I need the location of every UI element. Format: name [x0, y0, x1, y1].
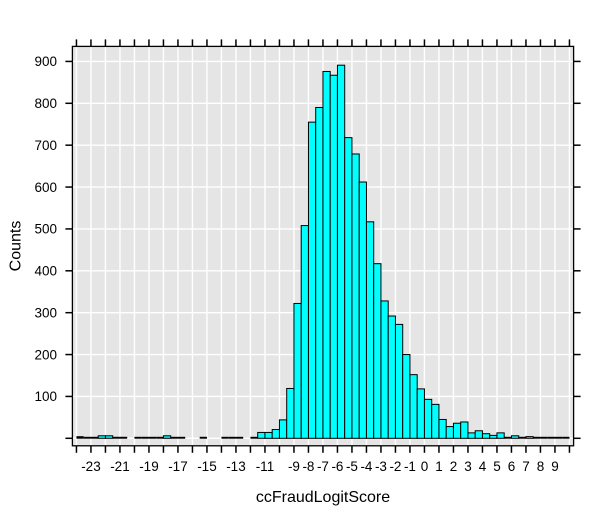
- svg-text:800: 800: [34, 96, 57, 111]
- svg-text:200: 200: [34, 347, 57, 362]
- svg-text:-4: -4: [360, 459, 372, 474]
- svg-text:6: 6: [508, 459, 516, 474]
- svg-text:-2: -2: [389, 459, 401, 474]
- svg-text:-7: -7: [317, 459, 329, 474]
- svg-text:700: 700: [34, 138, 57, 153]
- svg-text:900: 900: [34, 54, 57, 69]
- svg-text:-3: -3: [375, 459, 387, 474]
- svg-text:300: 300: [34, 305, 57, 320]
- svg-text:8: 8: [537, 459, 545, 474]
- svg-text:-13: -13: [226, 459, 246, 474]
- svg-text:2: 2: [450, 459, 458, 474]
- svg-text:4: 4: [479, 459, 487, 474]
- svg-text:3: 3: [464, 459, 472, 474]
- svg-text:7: 7: [522, 459, 530, 474]
- svg-text:1: 1: [435, 459, 443, 474]
- svg-text:100: 100: [34, 389, 57, 404]
- svg-text:-15: -15: [197, 459, 217, 474]
- svg-text:-1: -1: [404, 459, 416, 474]
- svg-text:400: 400: [34, 264, 57, 279]
- svg-text:-21: -21: [110, 459, 130, 474]
- svg-text:-17: -17: [168, 459, 188, 474]
- svg-text:-6: -6: [331, 459, 343, 474]
- svg-text:0: 0: [421, 459, 429, 474]
- svg-text:Counts: Counts: [8, 221, 25, 272]
- svg-text:-23: -23: [81, 459, 101, 474]
- svg-text:-5: -5: [346, 459, 358, 474]
- svg-text:-8: -8: [302, 459, 314, 474]
- svg-text:ccFraudLogitScore: ccFraudLogitScore: [256, 489, 390, 506]
- svg-text:-11: -11: [256, 459, 275, 474]
- svg-text:-9: -9: [288, 459, 300, 474]
- svg-text:9: 9: [551, 459, 559, 474]
- svg-text:-19: -19: [139, 459, 159, 474]
- svg-text:5: 5: [493, 459, 501, 474]
- svg-text:600: 600: [34, 180, 57, 195]
- svg-text:500: 500: [34, 222, 57, 237]
